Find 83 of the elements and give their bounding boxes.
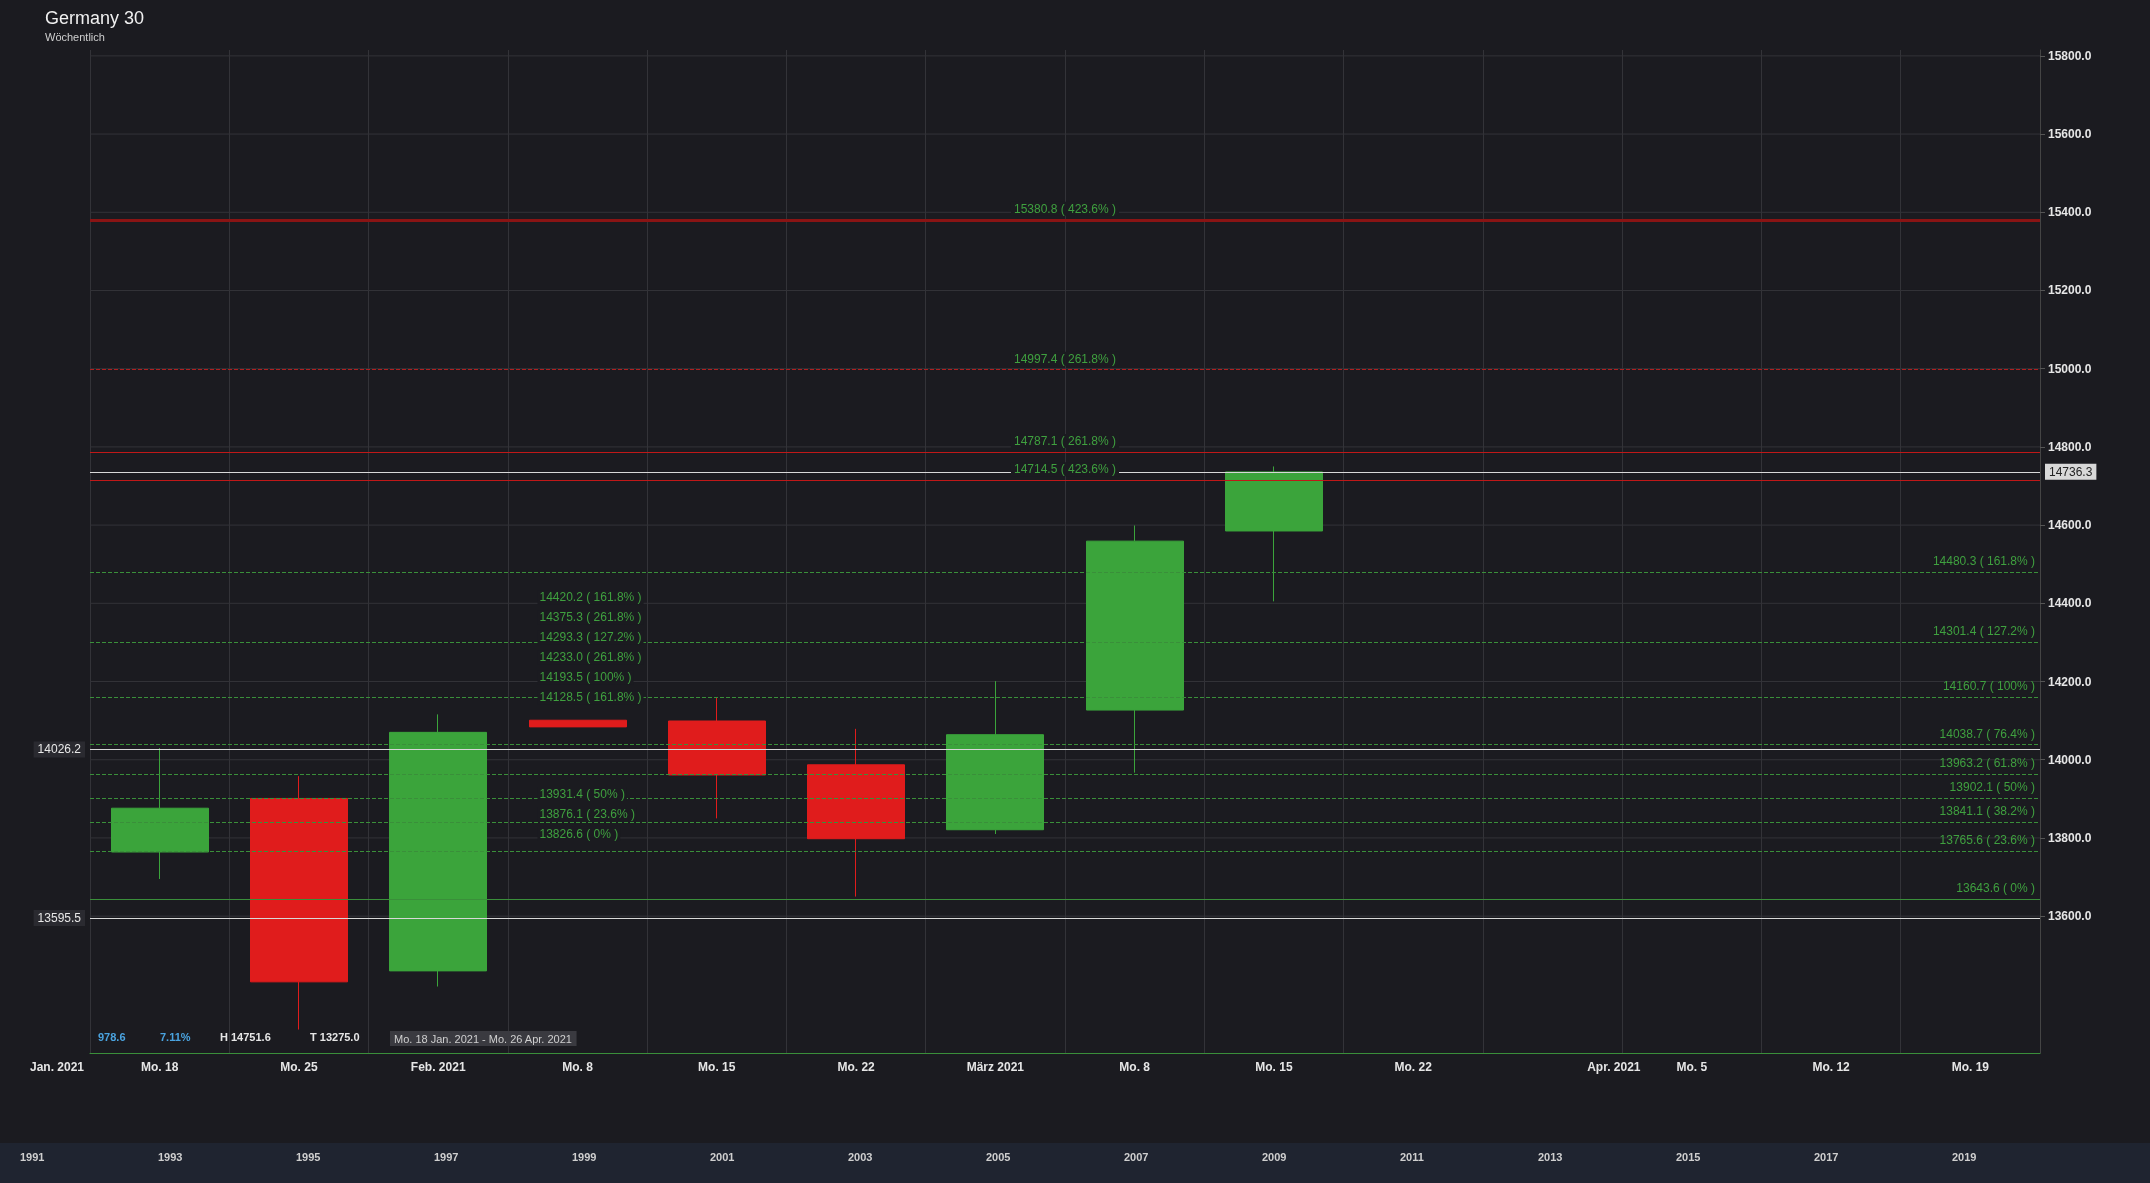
ref-line-label: 13841.1 ( 38.2% ) [1939,803,2035,818]
text: 2009 [1262,1150,1287,1163]
y-tick-label: 14400.0 [2048,596,2092,611]
y-tick-label: 14800.0 [2048,439,2092,454]
annotation: 14233.0 ( 261.8% ) [539,650,642,665]
ref-line-label: 14736.3 [2049,464,2093,479]
y-tick-label: 15000.0 [2048,361,2092,376]
candlestick [250,775,348,1031]
text: 2017 [1814,1150,1839,1163]
ref-line-label: 13902.1 ( 50% ) [1949,780,2035,795]
text: 2003 [848,1150,873,1163]
candlestick [529,719,627,728]
ref-line-label: 14480.3 ( 161.8% ) [1932,553,2035,568]
x-tick-label: Feb. 2021 [410,1060,466,1074]
ref-line-label: 14714.5 ( 423.6% ) [1013,462,1117,477]
ref-line-label: 14997.4 ( 261.8% ) [1013,351,1117,366]
annotation: 13931.4 ( 50% ) [539,786,625,801]
candlestick [1086,525,1184,774]
text: 1993 [158,1150,183,1163]
ref-line-label: 14160.7 ( 100% ) [1942,678,2035,693]
annotation: 14128.5 ( 161.8% ) [539,690,642,705]
x-tick-label: Mo. 22 [1394,1060,1433,1074]
annotation: 14420.2 ( 161.8% ) [539,590,642,605]
candlestick [111,747,209,880]
y-tick-label: 13800.0 [2048,830,2092,845]
text: 2011 [1400,1150,1424,1163]
text: 2007 [1124,1150,1149,1163]
y-tick-label: 15600.0 [2048,127,2092,142]
annotation: 14193.5 ( 100% ) [539,670,632,685]
y-tick-label: 14600.0 [2048,518,2092,533]
chart-subtitle: Wöchentlich [45,30,105,43]
ref-line-label: 13643.6 ( 0% ) [1956,881,2035,896]
x-tick-label: Mo. 8 [562,1060,594,1074]
x-tick-label: März 2021 [966,1060,1025,1074]
text: Apr. 2021 [1587,1060,1641,1074]
ref-line-label: 14026.2 [37,742,82,757]
chart-title: Germany 30 [45,8,145,28]
x-tick-label: Mo. 5 [1676,1060,1708,1074]
candlestick [1225,465,1323,602]
ref-line-label: 15380.8 ( 423.6% ) [1013,201,1117,216]
ref-line-label: 13963.2 ( 61.8% ) [1939,756,2035,771]
x-tick-label: Mo. 8 [1119,1060,1151,1074]
x-tick-label: Mo. 22 [837,1060,876,1074]
annotation: 13876.1 ( 23.6% ) [539,806,635,821]
text: 1995 [296,1150,321,1163]
annotation: 13826.6 ( 0% ) [539,826,619,841]
annotation: 14293.3 ( 127.2% ) [539,630,642,645]
text: 1999 [572,1150,597,1163]
annotation: 14375.3 ( 261.8% ) [539,610,642,625]
ref-line-label: 14038.7 ( 76.4% ) [1939,726,2035,741]
x-tick-label: Mo. 12 [1812,1060,1851,1074]
candlestick [807,728,905,898]
annotation: Mo. 18 Jan. 2021 - Mo. 26 Apr. 2021 [394,1032,572,1045]
text: 2019 [1952,1150,1977,1163]
annotation: 7.11% [160,1030,191,1043]
annotation: T 13275.0 [310,1030,360,1043]
x-tick-label: Mo. 19 [1951,1060,1990,1074]
text: 2015 [1676,1150,1701,1163]
ref-line-label: 13595.5 [37,910,82,925]
ref-line-label: 14301.4 ( 127.2% ) [1932,623,2035,638]
y-tick-label: 15800.0 [2048,48,2092,63]
candlestick [946,680,1044,835]
y-tick-label: 15200.0 [2048,283,2092,298]
x-tick-label: Mo. 15 [1255,1060,1293,1074]
y-tick-label: 14000.0 [2048,752,2092,767]
x-tick-label: Mo. 18 [140,1060,179,1074]
y-tick-label: 15400.0 [2048,205,2092,220]
annotation: 978.6 [98,1030,126,1043]
candlestick [668,697,766,819]
text: Jan. 2021 [30,1060,85,1074]
annotation: H 14751.6 [220,1030,271,1043]
y-tick-label: 14200.0 [2048,674,2092,689]
x-tick-label: Mo. 25 [280,1060,318,1074]
y-tick-label: 13600.0 [2048,909,2092,924]
text: 2001 [710,1150,735,1163]
x-tick-label: Mo. 15 [698,1060,736,1074]
candlestick [389,713,487,988]
text: 1997 [434,1150,459,1163]
text: 2005 [986,1150,1011,1163]
text: 1991 [20,1150,45,1163]
ref-line-label: 14787.1 ( 261.8% ) [1013,433,1117,448]
text: 2013 [1538,1150,1563,1163]
ref-line-label: 13765.6 ( 23.6% ) [1939,833,2035,848]
